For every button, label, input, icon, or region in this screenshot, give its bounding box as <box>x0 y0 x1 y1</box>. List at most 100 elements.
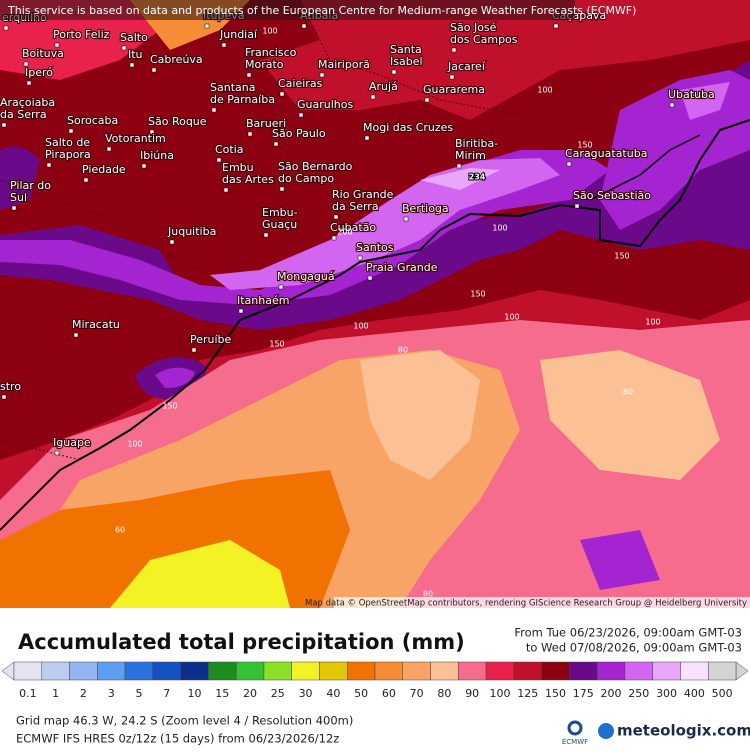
scale-cell <box>458 661 487 681</box>
place-marker <box>121 45 127 51</box>
scale-label: 25 <box>271 687 285 700</box>
contour-label: 100 <box>353 322 368 331</box>
contour-label: 150 <box>162 402 177 411</box>
place-label: Salto de <box>45 136 90 149</box>
region-250 <box>680 82 730 120</box>
place-marker <box>247 131 253 137</box>
place-marker <box>1 122 7 128</box>
scale-cell <box>541 661 570 681</box>
place-label: Biritiba- <box>455 137 498 150</box>
place-marker <box>149 129 155 135</box>
place-marker <box>456 163 462 169</box>
place-marker <box>54 42 60 48</box>
place-label: Cotia <box>215 143 244 156</box>
place-marker <box>273 141 279 147</box>
place-marker <box>298 112 304 118</box>
scale-label: 2 <box>80 687 87 700</box>
scale-label: 100 <box>489 687 510 700</box>
scale-cell <box>97 661 126 681</box>
place-marker <box>357 255 363 261</box>
scale-cell <box>680 661 709 681</box>
place-label: Francisco <box>245 46 297 59</box>
place-label: Pilar do <box>10 179 51 192</box>
place-label: São Sebastião <box>573 189 651 202</box>
scale-cell <box>152 661 181 681</box>
contour-label: 100 <box>645 318 660 327</box>
place-label: Barueri <box>246 117 286 130</box>
place-marker <box>364 135 370 141</box>
place-marker <box>279 186 285 192</box>
place-label: da Serra <box>0 108 47 121</box>
place-label: Piedade <box>82 163 126 176</box>
region-80 <box>540 350 720 480</box>
place-label: Caieiras <box>278 77 323 90</box>
scale-label: 20 <box>243 687 257 700</box>
place-label: Itanhaém <box>237 294 289 307</box>
scale-cell <box>430 661 459 681</box>
place-label: São José <box>450 21 497 34</box>
region-250 <box>210 158 560 290</box>
scale-label: 250 <box>628 687 649 700</box>
place-marker <box>391 69 397 75</box>
place-label: Ibiúna <box>140 149 174 162</box>
place-marker <box>221 42 227 48</box>
region-80 <box>360 350 480 480</box>
place-marker <box>370 94 376 100</box>
region-175 <box>0 146 40 175</box>
place-marker <box>367 275 373 281</box>
place-label: São Paulo <box>272 127 326 140</box>
region-200 <box>580 530 660 590</box>
place-label: Votorantim <box>105 132 166 145</box>
place-label: Santana <box>210 81 255 94</box>
place-marker <box>26 80 32 86</box>
scale-label: 10 <box>188 687 202 700</box>
place-label: da Serra <box>332 200 379 213</box>
scale-label: 1 <box>52 687 59 700</box>
scale-label: 0.1 <box>19 687 37 700</box>
place-label: Rio Grande <box>332 188 394 201</box>
place-marker <box>3 25 9 31</box>
map: erquilhoPorto FelizSaltoItupevaJundiaíAt… <box>0 0 750 608</box>
place-marker <box>403 216 409 222</box>
contour-label: 150 <box>614 252 629 261</box>
scale-label: 150 <box>545 687 566 700</box>
place-marker <box>191 347 197 353</box>
place-label: Mirim <box>455 149 486 162</box>
place-marker <box>246 72 252 78</box>
place-marker <box>54 450 60 456</box>
place-label: Juquitiba <box>167 225 216 238</box>
place-marker <box>216 157 222 163</box>
contour-label: 100 <box>504 313 519 322</box>
place-label: Porto Feliz <box>53 28 110 41</box>
scale-cell <box>346 661 376 681</box>
place-label: do Campo <box>278 172 334 185</box>
legend-title: Accumulated total precipitation (mm) <box>18 630 465 654</box>
place-marker <box>279 91 285 97</box>
scale-cell <box>263 661 292 681</box>
place-labels: erquilhoPorto FelizSaltoItupevaJundiaíAt… <box>0 8 716 456</box>
place-label: de Parnaíba <box>210 93 275 106</box>
place-label: Iguape <box>53 436 91 449</box>
region-300 <box>420 168 500 190</box>
contour-label: 100 <box>537 86 552 95</box>
scale-cell <box>235 661 265 681</box>
scale-label: 30 <box>299 687 313 700</box>
scale-cell <box>596 661 626 681</box>
place-label: Morato <box>245 58 284 71</box>
place-label: Caraguatatuba <box>565 147 647 160</box>
place-marker <box>263 232 269 238</box>
place-marker <box>238 308 244 314</box>
ecmwf-logo: ECMWF <box>562 738 588 746</box>
place-marker <box>553 23 559 29</box>
scale-cell <box>319 661 348 681</box>
contour-label: 80 <box>423 590 433 599</box>
place-marker <box>566 161 572 167</box>
contour-label: 80 <box>623 388 633 397</box>
place-label: Jacareí <box>447 60 486 73</box>
scale-label: 40 <box>326 687 340 700</box>
place-marker <box>68 128 74 134</box>
place-label: Mogi das Cruzes <box>363 121 453 134</box>
place-label: Itu <box>128 48 143 61</box>
contour-label: 80 <box>398 346 408 355</box>
period-to: to Wed 07/08/2026, 09:00am GMT-03 <box>526 641 742 655</box>
